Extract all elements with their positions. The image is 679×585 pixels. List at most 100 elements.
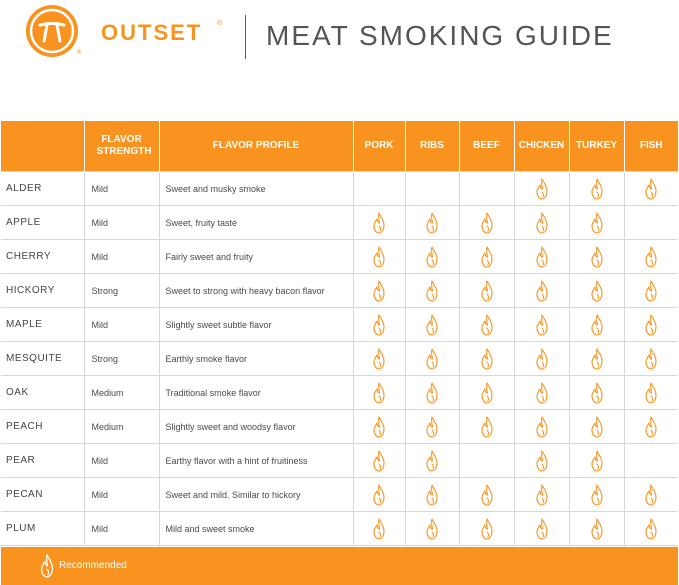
cell-fish bbox=[623, 307, 678, 342]
wood-name: ALDER bbox=[1, 171, 85, 206]
wood-name: APPLE bbox=[1, 205, 85, 240]
flavor-profile: Sweet to strong with heavy bacon flavor bbox=[158, 273, 354, 308]
cell-beef bbox=[458, 171, 515, 206]
flame-icon bbox=[645, 381, 657, 404]
flame-icon bbox=[426, 313, 438, 336]
table-row: PECAN Mild Sweet and mild. Similar to hick… bbox=[1, 477, 678, 512]
cell-pork bbox=[352, 273, 406, 308]
flame-icon bbox=[373, 279, 385, 302]
cell-ribs bbox=[404, 409, 460, 444]
flame-icon bbox=[426, 211, 438, 234]
cell-turkey bbox=[568, 205, 625, 240]
legend-label: Recommended bbox=[59, 560, 127, 571]
wood-name: PECAN bbox=[1, 477, 85, 512]
header-pork: PORK bbox=[353, 121, 406, 172]
cell-turkey bbox=[568, 375, 625, 410]
flavor-profile: Sweet and musky smoke bbox=[158, 171, 354, 206]
cell-ribs bbox=[404, 307, 460, 342]
table-row: ALDER Mild Sweet and musky smoke bbox=[1, 171, 678, 206]
flame-icon bbox=[426, 483, 438, 506]
flame-icon bbox=[645, 517, 657, 540]
cell-chicken bbox=[513, 273, 570, 308]
header-ribs: RIBS bbox=[405, 121, 460, 172]
flame-icon bbox=[590, 313, 603, 336]
flame-icon bbox=[426, 449, 438, 472]
cell-pork bbox=[352, 409, 406, 444]
flavor-profile: Slightly sweet subtle flavor bbox=[158, 307, 354, 342]
cell-ribs bbox=[404, 341, 460, 376]
cell-ribs bbox=[404, 511, 460, 546]
outset-logo-icon bbox=[26, 5, 78, 57]
cell-beef bbox=[458, 307, 515, 342]
brand-name: OUTSET bbox=[101, 20, 203, 45]
cell-fish bbox=[623, 511, 678, 546]
cell-fish bbox=[623, 477, 678, 512]
cell-fish bbox=[623, 375, 678, 410]
flame-icon bbox=[645, 313, 657, 336]
flame-icon bbox=[426, 517, 438, 540]
smoking-guide-table: FLAVOR STRENGTH FLAVOR PROFILE PORK RIBS… bbox=[1, 121, 678, 546]
wood-name: PEAR bbox=[1, 443, 85, 478]
wood-name: HICKORY bbox=[1, 273, 85, 308]
flavor-strength: Mild bbox=[83, 511, 160, 546]
cell-turkey bbox=[568, 409, 625, 444]
cell-turkey bbox=[568, 341, 625, 376]
header-fish: FISH bbox=[624, 121, 678, 172]
cell-fish bbox=[623, 205, 678, 240]
flame-icon bbox=[645, 415, 657, 438]
flame-icon bbox=[373, 517, 385, 540]
cell-fish bbox=[623, 239, 678, 274]
flame-icon bbox=[535, 449, 548, 472]
flame-icon bbox=[426, 245, 438, 268]
flavor-profile: Earthy flavor with a hint of fruitiness bbox=[158, 443, 354, 478]
flame-icon bbox=[373, 449, 385, 472]
cell-fish bbox=[623, 273, 678, 308]
cell-turkey bbox=[568, 171, 625, 206]
flame-icon bbox=[535, 245, 548, 268]
flame-icon bbox=[645, 279, 657, 302]
cell-pork bbox=[352, 443, 406, 478]
flame-icon bbox=[535, 517, 548, 540]
header-flavor-strength: FLAVOR STRENGTH bbox=[84, 121, 160, 172]
cell-fish bbox=[623, 341, 678, 376]
cell-pork bbox=[352, 205, 406, 240]
flame-icon bbox=[480, 347, 493, 370]
flame-icon bbox=[480, 313, 493, 336]
flame-icon bbox=[535, 415, 548, 438]
flame-icon bbox=[426, 415, 438, 438]
wood-name: PEACH bbox=[1, 409, 85, 444]
header-turkey: TURKEY bbox=[569, 121, 625, 172]
cell-chicken bbox=[513, 341, 570, 376]
cell-chicken bbox=[513, 409, 570, 444]
flavor-strength: Mild bbox=[83, 171, 160, 206]
cell-ribs bbox=[404, 477, 460, 512]
cell-chicken bbox=[513, 171, 570, 206]
table-row: MESQUITE Strong Earthly smoke flavor bbox=[1, 341, 678, 376]
flame-icon bbox=[590, 177, 603, 200]
flame-icon bbox=[645, 245, 657, 268]
wood-name: OAK bbox=[1, 375, 85, 410]
wood-name: MAPLE bbox=[1, 307, 85, 342]
flame-icon bbox=[590, 347, 603, 370]
flame-icon bbox=[590, 517, 603, 540]
header-wood bbox=[1, 121, 85, 172]
cell-chicken bbox=[513, 307, 570, 342]
flame-icon bbox=[535, 279, 548, 302]
page-header: ® OUTSET ® MEAT SMOKING GUIDE bbox=[0, 0, 679, 80]
cell-beef bbox=[458, 341, 515, 376]
cell-chicken bbox=[513, 375, 570, 410]
flame-icon bbox=[480, 483, 493, 506]
cell-chicken bbox=[513, 511, 570, 546]
flame-icon bbox=[590, 381, 603, 404]
cell-fish bbox=[623, 443, 678, 478]
cell-beef bbox=[458, 511, 515, 546]
brand-registered-mark: ® bbox=[217, 20, 223, 27]
cell-ribs bbox=[404, 205, 460, 240]
page-title: MEAT SMOKING GUIDE bbox=[266, 20, 614, 51]
flame-icon bbox=[373, 415, 385, 438]
flame-icon bbox=[590, 449, 603, 472]
flame-icon bbox=[645, 347, 657, 370]
header-chicken: CHICKEN bbox=[514, 121, 570, 172]
flame-icon bbox=[373, 381, 385, 404]
cell-turkey bbox=[568, 273, 625, 308]
